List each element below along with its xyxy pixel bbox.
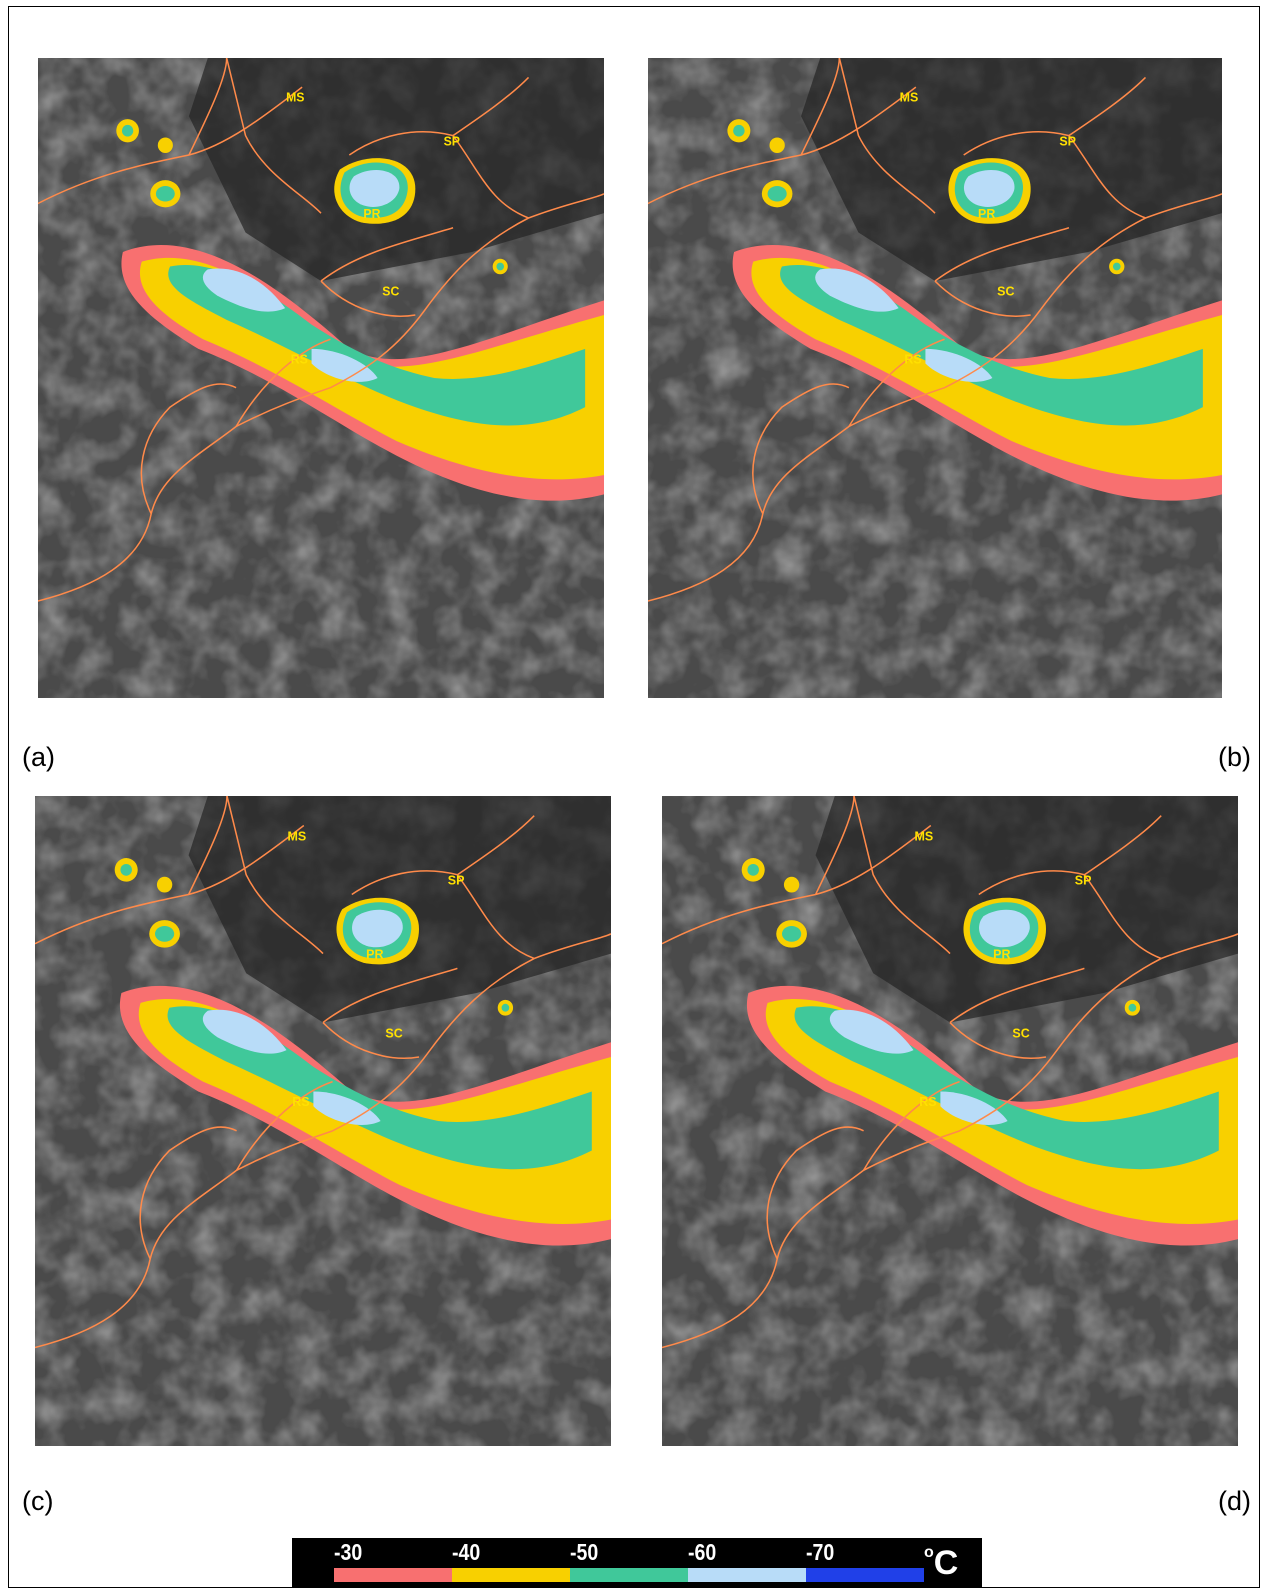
panel-label-c: (c) [22,1486,54,1516]
panel-label-b: (b) [1218,742,1251,772]
colorbar-tick-50: -50 [570,1539,599,1565]
state-label-ms: MS [287,829,306,843]
state-label-sc: SC [385,1026,402,1040]
state-label-sc: SC [382,284,399,298]
satellite-panel-a: MS SP PR SC RS [38,58,604,698]
colorbar-segment [806,1568,924,1582]
satellite-panel-b: MS SP PR SC RS [648,58,1222,698]
state-label-sp: SP [1075,873,1092,887]
state-label-pr: PR [363,207,380,221]
satellite-panel-d: MS SP PR SC RS [662,796,1238,1446]
panel-label-a: (a) [22,742,55,772]
state-label-ms: MS [914,829,933,843]
state-label-rs: RS [919,1095,936,1109]
state-label-sp: SP [1059,134,1076,148]
state-label-pr: PR [978,207,995,221]
panel-label-d: (d) [1218,1486,1251,1516]
state-label-sp: SP [444,134,460,148]
state-label-rs: RS [904,352,921,366]
state-label-ms: MS [286,90,304,104]
satellite-panel-c: MS SP PR SC RS [35,796,611,1446]
state-label-sc: SC [1012,1026,1029,1040]
colorbar-unit: oC [924,1544,958,1583]
colorbar-segment [452,1568,570,1582]
colorbar-segment [334,1568,452,1582]
degree-symbol: o [924,1544,934,1561]
state-label-rs: RS [292,1095,309,1109]
state-label-rs: RS [291,352,308,366]
colorbar-tick-70: -70 [806,1539,835,1565]
colorbar-segment [688,1568,806,1582]
state-label-pr: PR [993,947,1010,961]
colorbar-tick-30: -30 [334,1539,363,1565]
state-label-ms: MS [900,91,919,105]
temperature-colorbar: -30 -40 -50 -60 -70 oC [292,1538,982,1588]
colorbar-segment [570,1568,688,1582]
state-label-sc: SC [997,285,1014,299]
colorbar-tick-60: -60 [688,1539,717,1565]
state-label-sp: SP [448,873,465,887]
unit-letter: C [933,1544,959,1582]
colorbar-tick-40: -40 [452,1539,481,1565]
state-label-pr: PR [366,947,383,961]
